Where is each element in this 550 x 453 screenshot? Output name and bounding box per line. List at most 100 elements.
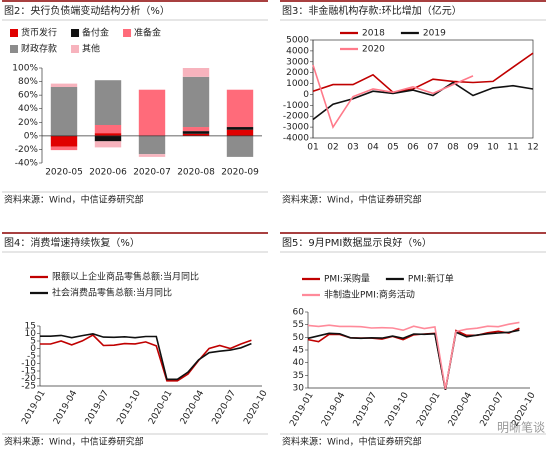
x-tick-label: 2020-10 <box>242 389 270 427</box>
x-tick-label: 2019-04 <box>52 389 80 427</box>
legend-label: 备付金 <box>82 27 109 39</box>
y-tick-label: -40% <box>15 159 39 169</box>
source-note: 资料来源：Wind，中信证券研究部 <box>4 436 144 448</box>
legend-swatch <box>71 45 80 53</box>
x-tick-label: 2020-01 <box>415 391 442 429</box>
chart-title: 图3：非金融机构存款:环比增加（亿元） <box>282 4 462 17</box>
y-tick-label: 80% <box>18 77 38 87</box>
x-tick-label: 12 <box>527 143 538 153</box>
x-tick-label: 2020-08 <box>177 168 215 178</box>
y-tick-label: 5000 <box>286 36 309 46</box>
y-tick-label: 0% <box>24 131 39 141</box>
legend-label: 2018 <box>362 29 385 39</box>
y-tick-label: -20 <box>21 374 36 384</box>
x-tick-label: 2019-10 <box>115 389 143 427</box>
line-series <box>307 327 520 390</box>
legend-label: PMI:采购量 <box>324 273 370 285</box>
x-tick-label: 02 <box>327 143 338 153</box>
y-tick-label: 40 <box>293 358 305 368</box>
y-tick-label: -25 <box>21 382 36 392</box>
legend-label: 货币发行 <box>21 27 57 39</box>
x-tick-label: 2019-04 <box>320 391 348 429</box>
y-tick-label: 20% <box>18 118 38 128</box>
legend-swatch <box>71 29 80 37</box>
legend-swatch <box>123 29 132 37</box>
bar-segment <box>94 133 122 136</box>
x-tick-label: 01 <box>307 143 318 153</box>
watermark: 明晰笔谈 <box>497 420 545 435</box>
x-tick-label: 2019-01 <box>20 389 47 427</box>
y-tick-label: -10 <box>21 359 36 369</box>
x-tick-label: 2019-01 <box>288 391 315 429</box>
line-series <box>312 64 474 129</box>
y-tick-label: -2000 <box>283 112 309 122</box>
y-tick-label: 40% <box>18 104 38 114</box>
x-tick-label: 2020-06 <box>89 168 127 178</box>
x-tick-label: 2019-10 <box>383 391 411 429</box>
bar-segment <box>94 125 122 134</box>
x-tick-label: 11 <box>507 143 518 153</box>
source-note: 资料来源：Wind，中信证券研究部 <box>282 436 422 448</box>
source-note: 资料来源：Wind，中信证券研究部 <box>4 194 144 206</box>
y-tick-label: 55 <box>293 320 304 330</box>
bar-segment <box>226 135 254 157</box>
bar-segment <box>94 141 122 148</box>
y-tick-label: 3000 <box>286 57 309 67</box>
y-tick-label: 2000 <box>286 68 309 78</box>
bar-segment <box>182 133 210 136</box>
bar-segment <box>50 87 78 136</box>
legend-label: 财政存款 <box>21 43 57 55</box>
x-tick-label: 10 <box>487 143 499 153</box>
y-tick-label: 10 <box>25 329 37 339</box>
x-tick-label: 04 <box>367 143 379 153</box>
bar-segment <box>182 68 210 77</box>
x-tick-label: 2020-04 <box>179 389 207 427</box>
line-series <box>40 334 252 382</box>
chart-title: 图2：央行负债端变动结构分析（%） <box>4 4 170 17</box>
x-tick-label: 07 <box>427 143 438 153</box>
y-tick-label: 15 <box>25 322 36 332</box>
y-tick-label: 60% <box>18 91 38 101</box>
bar-segment <box>138 154 166 157</box>
y-tick-label: 1000 <box>286 79 309 89</box>
x-tick-label: 2020-01 <box>147 389 174 427</box>
bar-segment <box>226 127 254 130</box>
y-tick-label: 30 <box>293 384 305 394</box>
bar-segment <box>226 129 254 136</box>
y-tick-label: -4000 <box>283 134 309 144</box>
y-tick-label: -3000 <box>283 123 309 133</box>
bar-segment <box>94 135 122 142</box>
x-tick-label: 09 <box>467 143 479 153</box>
chart-title: 图4：消费增速持续恢复（%） <box>4 236 140 249</box>
bar-segment <box>182 76 210 128</box>
y-tick-label: 45 <box>293 346 304 356</box>
y-tick-label: -1000 <box>283 101 309 111</box>
y-tick-label: 35 <box>293 371 304 381</box>
y-tick-label: 50 <box>293 333 305 343</box>
y-tick-label: 4000 <box>286 46 309 56</box>
bar-segment <box>182 127 210 132</box>
legend-label: 社会消费品零售总额:当月同比 <box>52 287 172 299</box>
x-tick-label: 2020-05 <box>45 168 83 178</box>
bar-segment <box>94 80 122 125</box>
source-note: 资料来源：Wind，中信证券研究部 <box>282 194 422 206</box>
bar-segment <box>226 89 254 128</box>
bar-segment <box>50 146 78 151</box>
x-tick-label: 08 <box>447 143 459 153</box>
y-tick-label: 5 <box>30 337 36 347</box>
y-tick-label: 60 <box>293 308 305 318</box>
line-series <box>312 52 534 94</box>
line-series <box>307 321 520 390</box>
legend-label: 非制造业PMI:商务活动 <box>324 289 415 301</box>
legend-label: 2020 <box>362 45 385 55</box>
line-series <box>40 332 252 381</box>
y-tick-label: 100% <box>12 64 38 74</box>
x-tick-label: 2019-07 <box>352 391 379 429</box>
line-series <box>312 81 534 121</box>
legend-label: 准备金 <box>134 27 161 39</box>
y-tick-label: -20% <box>15 145 39 155</box>
legend-label: PMI:新订单 <box>408 273 454 285</box>
bar-segment <box>50 135 78 147</box>
x-tick-label: 05 <box>387 143 398 153</box>
